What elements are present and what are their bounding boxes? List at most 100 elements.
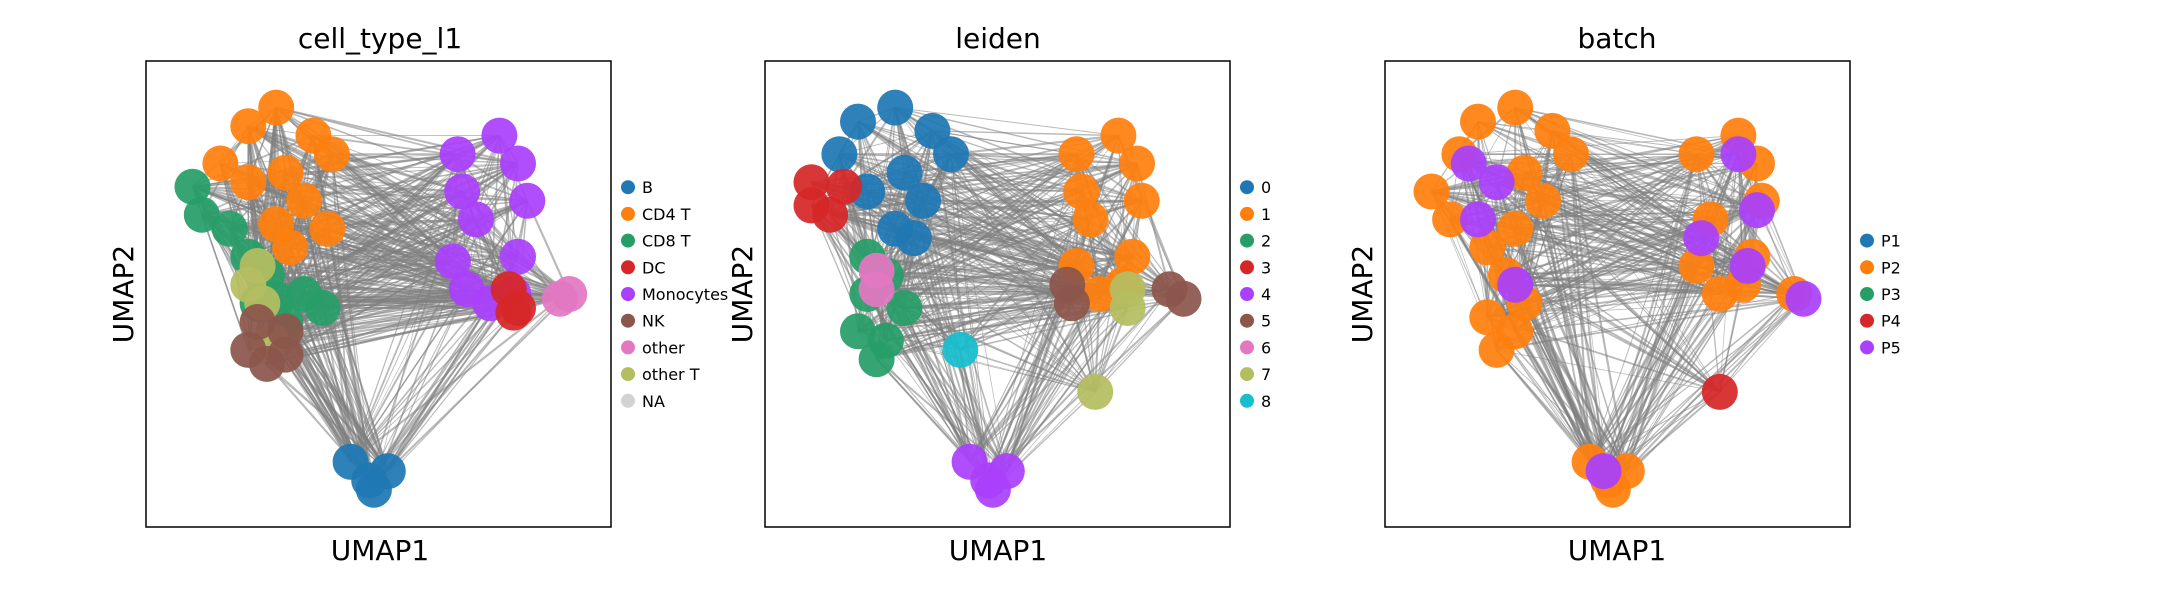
- point-other: [551, 276, 588, 312]
- legend-label: P1: [1881, 232, 1901, 251]
- graph-edge: [1514, 284, 1721, 393]
- graph-edge: [350, 153, 459, 463]
- legend-label: 3: [1261, 258, 1271, 277]
- graph-edge: [1514, 162, 1758, 230]
- graph-edge: [1602, 284, 1744, 472]
- graph-edge: [987, 307, 1128, 481]
- legend-label: P4: [1881, 312, 1901, 331]
- legend-marker: [1860, 313, 1874, 328]
- legend: B CD4 T CD8 T DC Monocytes NK other other T NA: [621, 178, 728, 411]
- graph-edge: [987, 191, 1082, 481]
- graph-edge: [387, 293, 570, 472]
- point-cd4-t: [267, 154, 304, 191]
- panel-title: batch: [1577, 22, 1656, 55]
- point-p2: [1506, 154, 1543, 191]
- legend-marker: [1240, 367, 1254, 382]
- legend-marker: [1860, 340, 1874, 355]
- graph-edge: [876, 190, 1082, 290]
- legend-label: DC: [642, 258, 666, 277]
- point-p4: [1701, 373, 1738, 410]
- graph-edge: [350, 293, 514, 463]
- legend-label: 4: [1261, 285, 1271, 304]
- legend-label: CD8 T: [642, 232, 691, 251]
- point-p5: [1585, 453, 1622, 490]
- point-4: [974, 471, 1011, 508]
- point-cd8-t: [174, 168, 211, 205]
- graph-edge: [331, 153, 519, 258]
- legend-marker: [621, 340, 635, 355]
- panel-title: cell_type_l1: [298, 22, 462, 55]
- point-p5: [1460, 201, 1496, 238]
- graph-edge: [1005, 302, 1073, 472]
- graph-edge: [1719, 293, 1795, 393]
- y-axis-label: UMAP2: [107, 245, 140, 344]
- point-monocytes: [444, 173, 481, 210]
- point-1: [1058, 136, 1095, 173]
- legend: P1 P2 P3 P4 P5: [1860, 232, 1901, 357]
- point-p2: [1413, 173, 1450, 210]
- legend-marker: [621, 367, 635, 382]
- point-p2: [1497, 210, 1534, 247]
- x-axis-label: UMAP1: [331, 534, 430, 567]
- legend-marker: [1860, 260, 1874, 275]
- point-p2: [1701, 276, 1738, 312]
- point-dc: [495, 294, 532, 331]
- point-layer: [174, 89, 588, 508]
- graph-edge: [1543, 163, 1758, 202]
- point-monocytes: [500, 238, 536, 275]
- graph-edge: [285, 171, 477, 221]
- graph-edge: [1006, 191, 1082, 472]
- point-cd8-t: [211, 210, 248, 247]
- point-1: [1114, 238, 1151, 275]
- point-p2: [1678, 248, 1715, 284]
- point-p5: [1683, 220, 1720, 257]
- graph-edge: [350, 312, 514, 463]
- graph-edge: [987, 289, 1129, 481]
- graph-edge: [368, 289, 468, 481]
- point-cd4-t: [286, 182, 323, 219]
- graph-edge: [350, 302, 491, 463]
- graph-edge: [350, 288, 468, 463]
- legend-label: P2: [1881, 258, 1901, 277]
- graph-edge: [960, 297, 1184, 351]
- point-1: [1063, 173, 1100, 210]
- legend-marker: [621, 260, 635, 275]
- point-p5: [1478, 164, 1515, 201]
- legend-label: other T: [642, 365, 700, 384]
- point-p5: [1729, 248, 1766, 284]
- legend-label: 6: [1261, 338, 1271, 357]
- panel-leiden: leiden UMAP1 UMAP2 0 1 2 3 4 5 6 7 8: [726, 22, 1271, 567]
- plot-frame: [764, 60, 1231, 528]
- point-monocytes: [481, 117, 518, 154]
- x-axis-label: UMAP1: [949, 534, 1048, 567]
- point-p5: [1450, 145, 1487, 182]
- point-2: [840, 313, 876, 350]
- point-p2: [1478, 331, 1515, 368]
- graph-edge: [368, 307, 519, 482]
- graph-edge: [368, 191, 464, 481]
- graph-edge: [959, 349, 971, 462]
- point-p2: [1469, 229, 1506, 266]
- point-p5: [1739, 192, 1775, 229]
- point-0: [821, 136, 858, 173]
- point-2: [886, 290, 923, 326]
- graph-edge: [1477, 153, 1697, 220]
- legend: 0 1 2 3 4 5 6 7 8: [1240, 178, 1271, 411]
- point-p2: [1432, 201, 1469, 238]
- legend-marker: [621, 313, 635, 328]
- panel-title: leiden: [955, 22, 1041, 55]
- graph-edge: [987, 284, 1069, 481]
- point-monocytes: [509, 182, 546, 219]
- legend-label: CD4 T: [642, 205, 691, 224]
- legend-label: 8: [1261, 392, 1271, 411]
- graph-edge: [266, 302, 491, 365]
- legend-marker: [621, 393, 635, 408]
- graph-edge: [1514, 331, 1591, 463]
- graph-edge: [987, 284, 1124, 481]
- graph-edge: [932, 130, 1138, 165]
- legend-label: 1: [1261, 205, 1271, 224]
- graph-edge: [387, 312, 514, 472]
- point-cd4-t: [314, 136, 350, 173]
- point-layer: [1413, 89, 1822, 508]
- point-b: [355, 471, 392, 508]
